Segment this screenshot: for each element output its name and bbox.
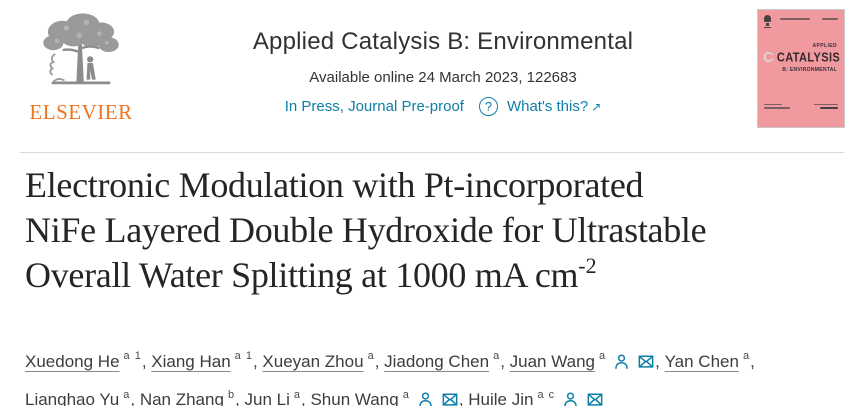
cover-journal-subtitle: B: ENVIRONMENTAL (782, 67, 837, 73)
corresponding-author-email-icon[interactable] (637, 353, 655, 370)
author-name-link[interactable]: Jun Li (244, 390, 290, 406)
author-separator: , (130, 390, 140, 406)
cover-title-row: C CATALYSIS (763, 49, 841, 66)
author-name-link[interactable]: Juan Wang (509, 351, 596, 371)
cover-elsevier-mark-icon (764, 15, 773, 28)
author-profile-icon[interactable] (562, 391, 579, 406)
author-name-link[interactable]: Huile Jin (468, 390, 534, 406)
author-affiliation-sup: a (742, 350, 751, 362)
available-online-text: Available online 24 March 2023, 122683 (309, 69, 577, 86)
author-item: Nan Zhang b, (139, 388, 245, 406)
author-item: Jiadong Chen a, (384, 350, 510, 371)
header-divider (20, 152, 844, 153)
corresponding-author-email-icon[interactable] (586, 391, 604, 406)
author-item: Juan Wang a , (509, 350, 665, 371)
external-link-icon: ↗ (591, 99, 602, 114)
author-separator: , (655, 351, 665, 371)
article-title-line: NiFe Layered Double Hydroxide for Ultras… (25, 210, 707, 250)
cover-fineprint-volume (780, 18, 810, 20)
author-separator: , (458, 390, 469, 406)
author-name-link[interactable]: Xuedong He (25, 351, 120, 371)
author-affiliation-sup: a (493, 350, 501, 362)
author-affiliation-sup: a (367, 350, 375, 362)
author-item: Shun Wang a , (310, 388, 469, 406)
author-affiliation-sup: a 1 (123, 350, 142, 362)
article-title-line: Electronic Modulation with Pt-incorporat… (25, 165, 644, 205)
author-affiliation-sup: a (402, 388, 410, 401)
author-list: Xuedong He a 1, Xiang Han a 1, Xueyan Zhou… (25, 340, 825, 406)
cover-applied-label: APPLIED (812, 43, 837, 49)
cover-fineprint-sciencedirect (820, 107, 838, 109)
in-press-link[interactable]: In Press, Journal Pre-proof (284, 98, 464, 115)
author-affiliation-sup: a (599, 350, 607, 362)
cover-journal-name: CATALYSIS (776, 50, 841, 65)
author-item: Xiang Han a 1, (151, 350, 263, 371)
author-item: Xuedong He a 1, (25, 350, 152, 371)
author-item: Jun Li a, (244, 388, 311, 406)
author-name-link[interactable]: Jiadong Chen (384, 351, 490, 371)
cover-fineprint-issn (822, 18, 838, 20)
elsevier-wordmark: ELSEVIER (29, 100, 133, 124)
author-name-link[interactable]: Yan Chen (664, 351, 739, 371)
help-question-icon[interactable]: ? (478, 97, 498, 116)
journal-cover-thumbnail[interactable]: APPLIED C CATALYSIS B: ENVIRONMENTAL (757, 9, 845, 128)
author-separator: , (141, 351, 152, 371)
author-affiliation-sup: a (293, 388, 302, 401)
author-name-link[interactable]: Xiang Han (151, 351, 231, 371)
corresponding-author-email-icon[interactable] (441, 391, 459, 406)
author-affiliation-sup: b (227, 388, 236, 401)
author-affiliation-sup: a (123, 388, 131, 401)
author-separator: , (301, 390, 311, 406)
author-separator: , (500, 351, 510, 371)
whats-this-label: What's this? (506, 98, 589, 115)
article-title-line: Overall Water Splitting at 1000 mA cm-2 (25, 253, 840, 302)
elsevier-logo: ELSEVIER (18, 6, 144, 125)
elsevier-tree-logo (43, 13, 119, 85)
cover-fineprint-right-1 (814, 103, 838, 105)
cover-fineprint-left-1 (764, 103, 782, 105)
whats-this-link[interactable]: What's this? ↗ (507, 98, 601, 115)
author-item: Huile Jin a c (468, 388, 604, 406)
author-separator: , (374, 351, 385, 371)
author-separator: , (235, 390, 245, 406)
author-name-link[interactable]: Xueyan Zhou (262, 351, 364, 371)
author-item: Xueyan Zhou a, (262, 350, 385, 371)
journal-title-link[interactable]: Applied Catalysis B: Environmental (252, 28, 634, 55)
author-name-link[interactable]: Nan Zhang (139, 390, 224, 406)
author-item: Lianghao Yu a, (25, 388, 140, 406)
cover-c-logo: C (763, 49, 774, 66)
article-title-line-text: Overall Water Splitting at 1000 mA cm (25, 255, 579, 295)
author-name-link[interactable]: Lianghao Yu (25, 390, 120, 406)
publication-status-row: In Press, Journal Pre-proof ? What's thi… (150, 97, 736, 116)
author-profile-icon[interactable] (417, 391, 434, 406)
article-title: Electronic Modulation with Pt-incorporat… (25, 163, 840, 302)
author-name-link[interactable]: Shun Wang (310, 390, 399, 406)
author-separator: , (750, 351, 755, 371)
cover-fineprint-left-2 (764, 107, 790, 109)
author-profile-icon[interactable] (613, 353, 630, 370)
author-item: Yan Chen a, (664, 350, 755, 371)
title-superscript: -2 (578, 253, 597, 278)
journal-header: Applied Catalysis B: Environmental Avail… (150, 28, 736, 116)
author-affiliation-sup: a c (537, 388, 556, 401)
author-separator: , (252, 351, 263, 371)
author-affiliation-sup: a 1 (234, 350, 253, 362)
